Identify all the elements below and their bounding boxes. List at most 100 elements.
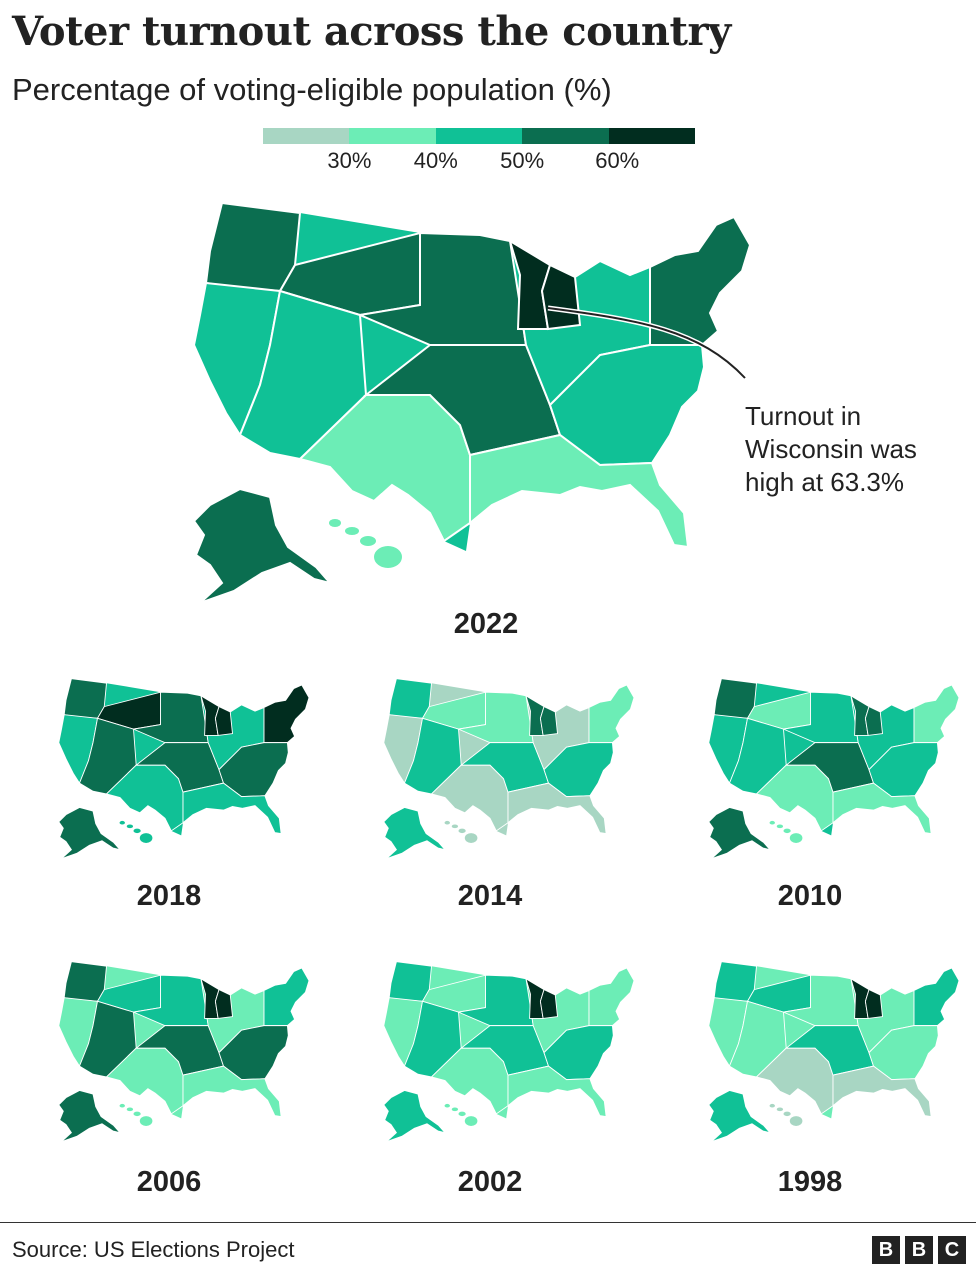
- state-region: [713, 961, 757, 1002]
- us-map-2006: [58, 961, 310, 1143]
- bbc-logo: B B C: [872, 1236, 966, 1264]
- legend-swatch-4: [522, 128, 609, 144]
- alaska-state: [383, 1089, 447, 1143]
- wisconsin-state: [864, 705, 883, 736]
- chart-subtitle: Percentage of voting-eligible population…: [12, 72, 612, 107]
- alaska-state: [383, 806, 447, 860]
- hawaii-island: [451, 1107, 459, 1112]
- state-region: [469, 433, 690, 549]
- hawaii-island: [789, 833, 803, 843]
- hawaii-island: [769, 1103, 775, 1108]
- us-map-2002: [383, 961, 635, 1143]
- year-label-2014: 2014: [457, 880, 523, 912]
- year-label-2022: 2022: [453, 608, 519, 640]
- year-label-2018: 2018: [136, 880, 202, 912]
- year-label-2002: 2002: [457, 1166, 523, 1198]
- state-region: [832, 1065, 932, 1118]
- state-region: [63, 678, 107, 719]
- state-region: [713, 678, 757, 719]
- state-region: [182, 782, 282, 835]
- hawaii-island: [139, 833, 153, 843]
- hawaii-island: [458, 1111, 466, 1117]
- hawaii-island: [345, 527, 359, 535]
- bbc-logo-block-3: C: [938, 1236, 966, 1264]
- us-map-2018: [58, 678, 310, 860]
- state-region: [588, 684, 635, 744]
- hawaii-island: [133, 1111, 141, 1117]
- legend-swatch-2: [349, 128, 436, 144]
- state-region: [263, 967, 310, 1027]
- hawaii-island: [776, 1107, 784, 1112]
- us-map-1998: [708, 961, 960, 1143]
- hawaii-island: [329, 519, 341, 527]
- state-region: [388, 678, 432, 719]
- hawaii-island: [783, 828, 791, 834]
- year-label-2010: 2010: [777, 880, 843, 912]
- state-region: [832, 782, 932, 835]
- legend-swatch-5: [608, 128, 696, 144]
- source-note: Source: US Elections Project: [12, 1237, 295, 1262]
- hawaii-island: [769, 820, 775, 825]
- state-region: [78, 1000, 137, 1078]
- legend-swatch-3: [435, 128, 523, 144]
- hawaii-island: [451, 824, 459, 829]
- state-region: [403, 1000, 462, 1078]
- wisconsin-state: [214, 705, 233, 736]
- hawaii-island: [119, 1103, 125, 1108]
- wisconsin-state: [540, 263, 582, 331]
- state-region: [63, 961, 107, 1002]
- state-region: [507, 782, 607, 835]
- legend-tick-30: 30%: [327, 148, 372, 173]
- wisconsin-state: [214, 988, 233, 1019]
- hawaii-island: [464, 833, 478, 843]
- bbc-logo-block-1: B: [872, 1236, 900, 1264]
- wisconsin-state: [539, 988, 558, 1019]
- alaska-state: [708, 1089, 772, 1143]
- us-map-2014: [383, 678, 635, 860]
- alaska-state: [708, 806, 772, 860]
- legend-tick-50: 50%: [500, 148, 545, 173]
- state-region: [263, 684, 310, 744]
- alaska-state: [192, 487, 333, 604]
- state-region: [78, 717, 137, 795]
- hawaii-island: [783, 1111, 791, 1117]
- state-region: [913, 684, 960, 744]
- hawaii-island: [464, 1116, 478, 1126]
- hawaii-island: [444, 1103, 450, 1108]
- legend-swatch-1: [263, 128, 350, 144]
- alaska-state: [58, 1089, 122, 1143]
- hawaii-island: [139, 1116, 153, 1126]
- legend-tick-40: 40%: [413, 148, 458, 173]
- hawaii-island: [119, 820, 125, 825]
- hawaii-island: [360, 536, 376, 546]
- state-region: [649, 215, 752, 346]
- chart-title: Voter turnout across the country: [12, 8, 731, 55]
- wisconsin-state: [864, 988, 883, 1019]
- alaska-state: [58, 806, 122, 860]
- state-region: [728, 717, 787, 795]
- state-region: [388, 961, 432, 1002]
- us-map-2010: [708, 678, 960, 860]
- state-region: [728, 1000, 787, 1078]
- footer-divider: [0, 1222, 976, 1223]
- year-label-2006: 2006: [136, 1166, 202, 1198]
- hawaii-island: [458, 828, 466, 834]
- state-region: [403, 717, 462, 795]
- state-region: [182, 1065, 282, 1118]
- legend-tick-60: 60%: [595, 148, 640, 173]
- hawaii-island: [126, 824, 134, 829]
- state-region: [204, 201, 302, 293]
- state-region: [588, 967, 635, 1027]
- wisconsin-state: [539, 705, 558, 736]
- hawaii-island: [789, 1116, 803, 1126]
- us-map-2022: [192, 201, 752, 604]
- state-region: [913, 967, 960, 1027]
- state-region: [507, 1065, 607, 1118]
- hawaii-island: [374, 546, 402, 568]
- state-region: [238, 289, 368, 461]
- hawaii-island: [126, 1107, 134, 1112]
- year-label-1998: 1998: [777, 1166, 843, 1198]
- hawaii-island: [444, 820, 450, 825]
- legend-color-bar: [263, 128, 696, 144]
- wisconsin-annotation: Turnout in Wisconsin was high at 63.3%: [745, 401, 917, 497]
